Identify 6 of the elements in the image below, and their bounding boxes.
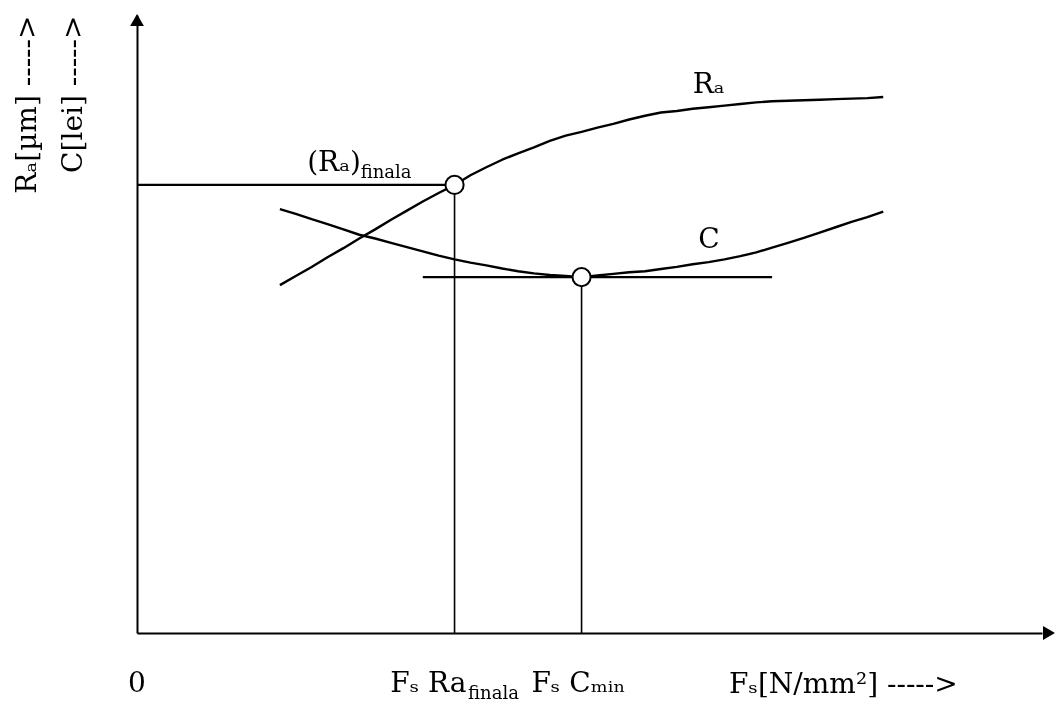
series-label: C [698,222,720,256]
x-tick-label: 0 [128,666,146,699]
x-axis-title: Fₛ[N/mm²] -----> [729,666,958,700]
series-label: Rₐ [692,67,725,101]
x-tick-label: Fₛ Cₘᵢₙ [531,666,626,699]
y-axis-title: Rₐ[µm] -----> C[lei] -----> [9,15,89,194]
